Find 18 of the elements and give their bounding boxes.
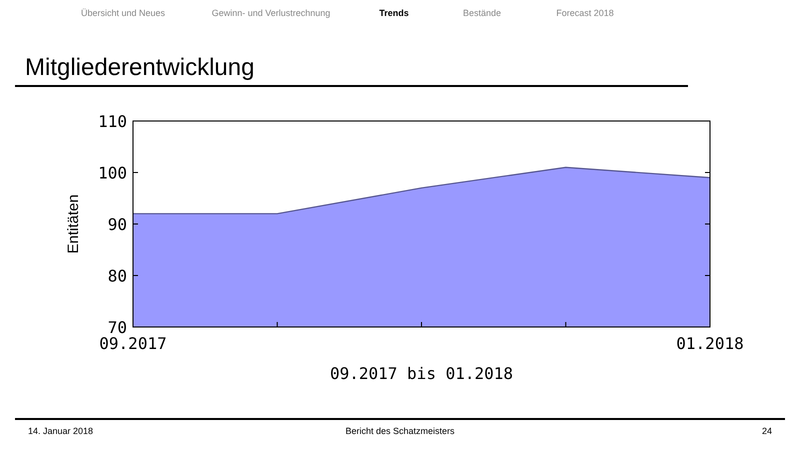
y-tick-label: 100 bbox=[98, 164, 127, 182]
text: Übersicht und Neues bbox=[80, 8, 166, 18]
y-tick-label: 70 bbox=[108, 318, 127, 337]
text: Forecast 2018 bbox=[556, 8, 614, 18]
text: Trends bbox=[379, 8, 409, 18]
y-axis-title: Entitäten bbox=[65, 194, 82, 254]
y-tick-label: 80 bbox=[108, 266, 127, 286]
text: Gewinn- und Verlustrechnung bbox=[212, 8, 330, 18]
chart-title: Mitgliederentwicklung bbox=[25, 54, 254, 81]
x-axis-title: 09.2017 bis 01.2018 bbox=[330, 364, 514, 383]
y-tick-label: 110 bbox=[98, 112, 127, 131]
text: Bericht des Schatzmeisters bbox=[345, 426, 456, 436]
text: Bestände bbox=[462, 8, 502, 18]
text: 14. Januar 2018 bbox=[28, 426, 94, 436]
y-tick-label: 90 bbox=[108, 215, 127, 234]
text: 24 bbox=[762, 426, 772, 436]
x-tick-label: 01.2018 bbox=[676, 334, 744, 353]
x-tick-label: 09.2017 bbox=[99, 334, 167, 353]
